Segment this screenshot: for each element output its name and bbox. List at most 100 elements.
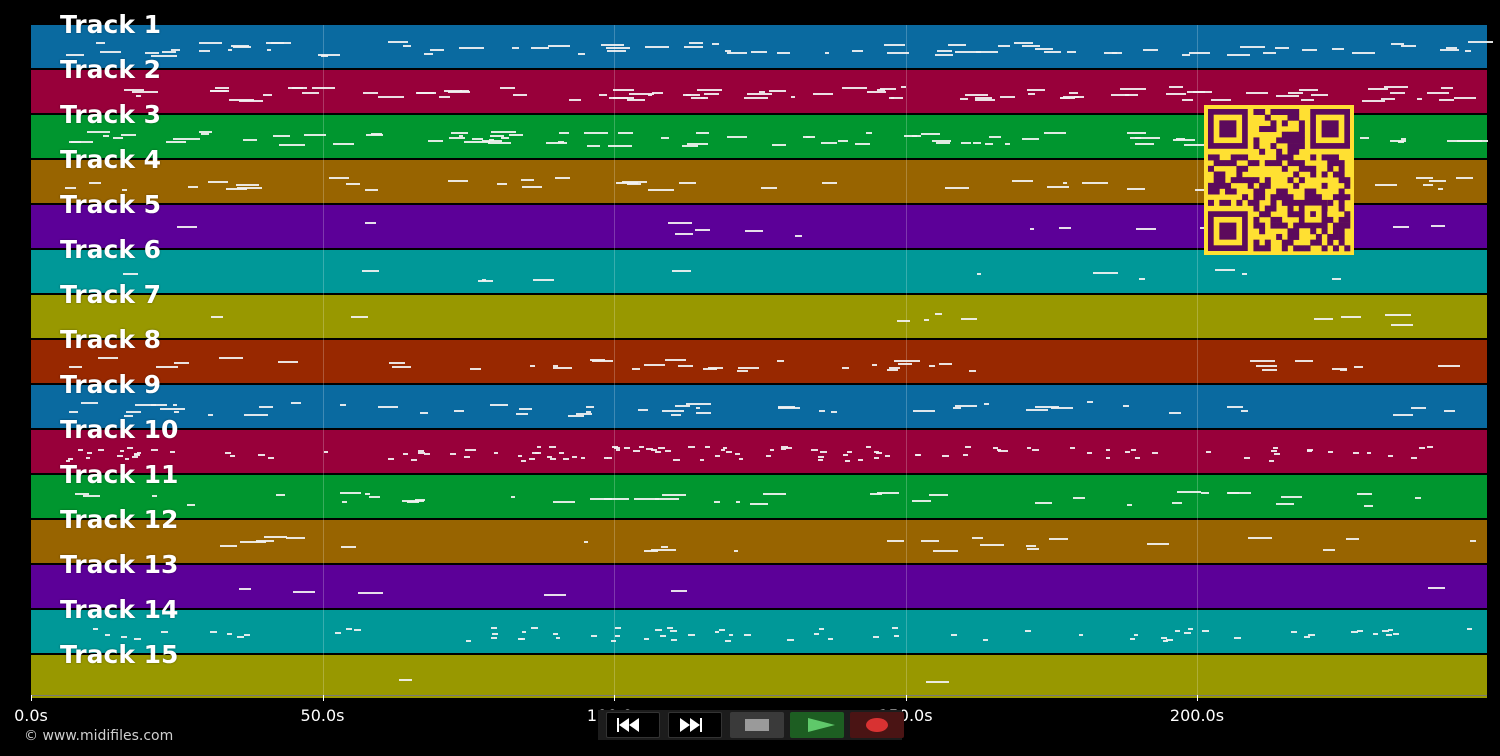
note-mark <box>1182 54 1191 57</box>
note-mark <box>1073 96 1084 99</box>
note-mark <box>622 180 647 183</box>
note-mark <box>684 45 703 48</box>
note-mark <box>1050 406 1073 409</box>
note-mark <box>438 95 450 98</box>
note-mark <box>273 134 291 137</box>
note-mark <box>615 635 620 638</box>
note-mark <box>102 135 109 138</box>
note-mark <box>572 456 578 459</box>
note-mark <box>577 53 585 56</box>
note-mark <box>68 457 74 460</box>
note-mark <box>275 493 285 496</box>
note-mark <box>1241 273 1248 275</box>
note-mark <box>818 456 824 459</box>
note-mark <box>873 456 879 459</box>
note-mark <box>1389 139 1407 142</box>
track-lane[interactable] <box>31 250 1487 293</box>
note-mark <box>647 94 653 97</box>
note-mark <box>214 87 230 90</box>
note-mark <box>1002 449 1009 452</box>
note-mark <box>428 140 444 143</box>
note-mark <box>1256 365 1278 368</box>
note-mark <box>1323 548 1336 551</box>
note-mark <box>303 134 326 137</box>
note-mark <box>240 540 266 543</box>
note-mark <box>960 317 977 320</box>
note-mark <box>1183 632 1191 635</box>
fast-forward-button[interactable] <box>668 712 722 738</box>
rewind-button[interactable] <box>606 712 660 738</box>
note-mark <box>997 449 1004 452</box>
note-mark <box>1021 45 1041 48</box>
note-mark <box>547 45 570 48</box>
note-mark <box>490 135 505 138</box>
note-mark <box>884 44 905 47</box>
track-lane[interactable] <box>31 385 1487 428</box>
note-mark <box>98 356 118 359</box>
note-mark <box>259 405 273 408</box>
note-mark <box>1427 92 1450 95</box>
note-mark <box>1307 450 1312 453</box>
note-mark <box>1352 52 1375 55</box>
note-mark <box>292 86 308 89</box>
note-mark <box>964 446 971 449</box>
note-mark <box>979 543 1004 546</box>
note-mark <box>637 408 649 411</box>
note-mark <box>312 86 335 89</box>
note-mark <box>481 140 502 143</box>
track-lane[interactable] <box>31 340 1487 383</box>
note-mark <box>187 503 196 506</box>
note-mark <box>609 97 634 100</box>
note-mark <box>654 498 679 501</box>
fast-forward-icon <box>680 718 702 732</box>
note-mark <box>866 131 872 134</box>
track-lane[interactable] <box>31 475 1487 518</box>
note-mark <box>1275 502 1295 505</box>
track-lane[interactable] <box>31 610 1487 653</box>
note-mark <box>1199 226 1205 229</box>
track-label: Track 6 <box>60 235 162 264</box>
track-lane[interactable] <box>31 430 1487 473</box>
play-button[interactable] <box>790 712 844 738</box>
note-mark <box>549 446 556 449</box>
note-mark <box>724 639 732 642</box>
note-mark <box>1072 496 1086 499</box>
note-mark <box>366 133 383 136</box>
note-mark <box>518 408 532 411</box>
note-mark <box>1390 323 1413 326</box>
note-mark <box>1440 86 1453 89</box>
note-mark <box>74 493 89 496</box>
note-mark <box>450 453 457 456</box>
note-mark <box>417 92 428 95</box>
track-lane[interactable] <box>31 655 1487 698</box>
note-mark <box>1046 185 1069 188</box>
stop-icon <box>745 719 769 731</box>
note-mark <box>857 458 863 461</box>
stop-button[interactable] <box>730 712 784 738</box>
track-lane[interactable] <box>31 565 1487 608</box>
note-mark <box>652 92 663 95</box>
note-mark <box>612 89 634 92</box>
record-button[interactable] <box>850 712 904 738</box>
track-lane[interactable] <box>31 295 1487 338</box>
note-mark <box>173 138 192 141</box>
note-mark <box>746 92 772 95</box>
note-mark <box>493 451 499 454</box>
note-mark <box>120 450 125 453</box>
note-mark <box>1123 404 1130 407</box>
note-mark <box>1422 184 1433 187</box>
note-mark <box>365 189 378 192</box>
note-mark <box>703 93 719 96</box>
note-mark <box>606 46 631 49</box>
note-mark <box>1026 545 1037 548</box>
note-mark <box>1058 226 1072 229</box>
note-mark <box>583 131 608 134</box>
note-mark <box>644 637 649 640</box>
note-mark <box>1410 407 1427 410</box>
note-mark <box>686 143 708 146</box>
note-mark <box>888 366 900 369</box>
note-mark <box>671 414 681 417</box>
note-mark <box>900 86 906 89</box>
note-mark <box>587 144 600 147</box>
track-label: Track 14 <box>60 595 179 624</box>
